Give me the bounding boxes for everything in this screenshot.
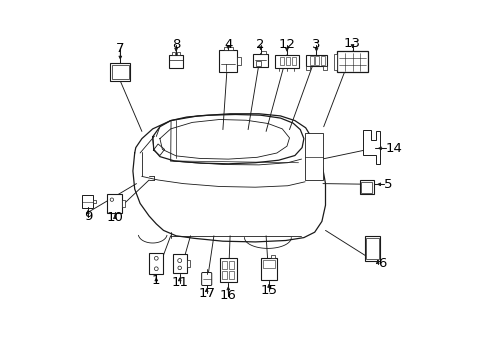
Bar	[222, 271, 227, 279]
Bar	[224, 46, 232, 50]
Bar	[149, 253, 163, 274]
Circle shape	[154, 256, 158, 260]
Bar	[169, 55, 183, 68]
Bar	[172, 52, 174, 55]
Bar	[275, 55, 298, 68]
FancyBboxPatch shape	[201, 273, 211, 285]
Bar	[107, 194, 122, 213]
Bar	[315, 57, 319, 64]
Bar	[280, 57, 284, 65]
Bar	[337, 51, 367, 72]
Bar	[219, 50, 237, 72]
Bar	[82, 195, 93, 208]
Text: 13: 13	[343, 37, 360, 50]
Bar	[291, 57, 295, 65]
Bar	[309, 57, 313, 64]
Bar	[222, 261, 227, 269]
Bar	[93, 200, 96, 203]
Bar	[112, 65, 128, 79]
Text: 6: 6	[377, 257, 386, 270]
Text: 2: 2	[256, 39, 264, 51]
Text: 5: 5	[384, 178, 392, 191]
Text: 12: 12	[278, 38, 295, 51]
Bar	[365, 238, 378, 259]
Circle shape	[177, 258, 182, 262]
Text: 17: 17	[198, 287, 215, 300]
Bar	[285, 57, 289, 65]
Circle shape	[110, 198, 113, 201]
Text: 4: 4	[224, 38, 232, 51]
Bar	[305, 133, 322, 180]
Bar	[255, 61, 261, 66]
Bar	[220, 258, 236, 282]
Bar	[110, 63, 130, 81]
Circle shape	[154, 267, 158, 271]
Text: 1: 1	[152, 274, 160, 287]
Bar	[261, 51, 266, 54]
Bar	[361, 182, 371, 193]
Bar	[177, 52, 180, 55]
Bar	[305, 55, 326, 66]
Text: 11: 11	[171, 276, 188, 289]
Text: 16: 16	[220, 289, 236, 302]
Text: 10: 10	[106, 211, 123, 224]
Text: 15: 15	[260, 284, 277, 297]
Bar	[359, 180, 373, 194]
Circle shape	[178, 266, 181, 270]
Polygon shape	[363, 130, 379, 164]
Bar	[122, 200, 125, 207]
Text: 9: 9	[83, 210, 92, 223]
Bar	[263, 260, 274, 268]
Bar	[321, 57, 324, 64]
Text: 7: 7	[116, 42, 124, 55]
Bar	[306, 66, 309, 70]
Bar	[323, 66, 326, 70]
Bar	[229, 271, 234, 279]
Bar	[333, 54, 337, 70]
Bar	[229, 261, 234, 269]
Bar	[261, 258, 276, 280]
Bar	[186, 260, 189, 267]
Text: 8: 8	[172, 39, 180, 51]
Bar	[364, 236, 379, 261]
Text: 14: 14	[385, 142, 402, 155]
Text: 3: 3	[312, 38, 320, 51]
Bar	[271, 255, 275, 258]
Bar	[172, 253, 186, 274]
Bar	[237, 57, 240, 65]
Bar	[253, 54, 267, 67]
